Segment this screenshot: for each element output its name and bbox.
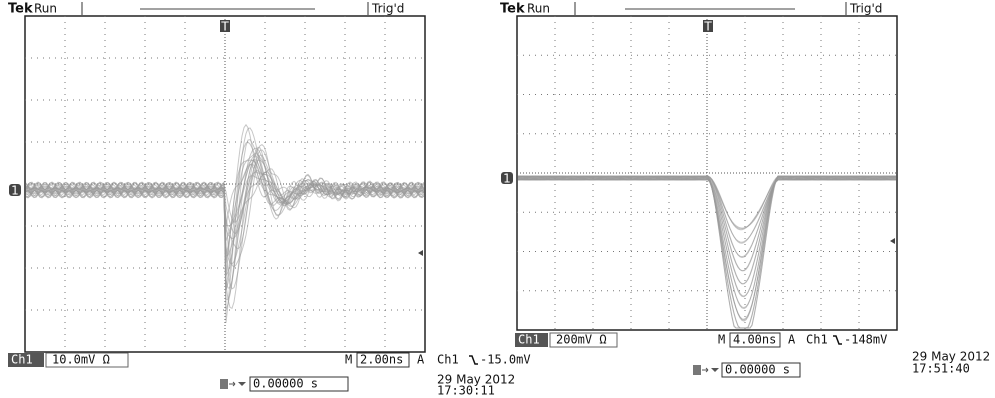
position-down: [238, 382, 246, 386]
trigger-marker: T: [220, 20, 229, 34]
slope-icon: [469, 356, 478, 364]
channel-label: Ch1: [11, 353, 33, 367]
position-icon: [693, 365, 701, 375]
timebase-label: M: [345, 353, 352, 367]
run-status: Run: [34, 2, 57, 16]
time: 17:30:11: [437, 384, 495, 398]
trigger-level: -148mV: [844, 333, 887, 347]
trigger-position: 0.00000 s: [253, 377, 318, 391]
trigger-level: -15.0mV: [480, 353, 531, 367]
channel-marker: 1: [11, 184, 19, 198]
position-icon: [220, 379, 228, 389]
brand: Tek: [500, 2, 525, 17]
timebase: 4.00ns: [733, 333, 776, 347]
channel-scale: 10.0mV Ω: [52, 353, 110, 367]
run-status: Run: [527, 2, 550, 16]
trigger-source: Ch1: [806, 333, 828, 347]
trigger-mode: A: [788, 333, 796, 347]
timebase-label: M: [718, 333, 725, 347]
trigger-position: 0.00000 s: [725, 363, 790, 377]
time: 17:51:40: [912, 362, 970, 376]
oscilloscope-screenshots: TekRunTrig'dT1Ch110.0mV ΩM2.00nsACh1-15.…: [0, 0, 995, 398]
position-down: [711, 368, 719, 372]
brand: Tek: [8, 2, 33, 17]
channel-label: Ch1: [518, 333, 540, 347]
channel-scale: 200mV Ω: [556, 333, 607, 347]
slope-icon: [833, 336, 842, 344]
channel-marker: 1: [503, 172, 511, 186]
position-arrow: [702, 368, 708, 372]
trigger-status: Trig'd: [849, 2, 882, 16]
trigger-marker: T: [703, 20, 712, 34]
trigger-status: Trig'd: [371, 2, 404, 16]
position-arrow: [229, 382, 235, 386]
timebase: 2.00ns: [360, 353, 403, 367]
trigger-mode: A: [417, 353, 425, 367]
trigger-source: Ch1: [437, 353, 459, 367]
